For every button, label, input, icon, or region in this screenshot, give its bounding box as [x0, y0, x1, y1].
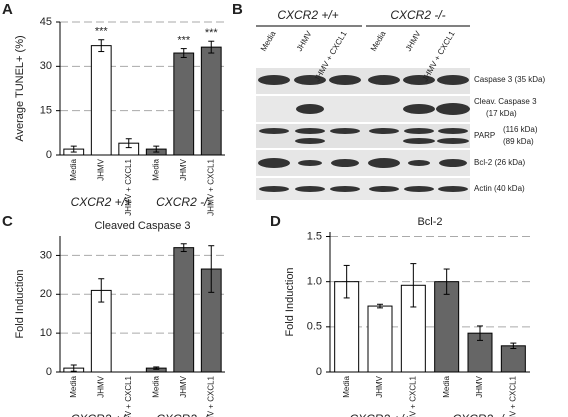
bar [90, 289, 112, 373]
x-tick-label: Media [151, 158, 160, 180]
bar [173, 52, 195, 156]
y-tick-label: 10 [40, 327, 52, 339]
x-tick-label: JHMV + CXCL1 [124, 375, 133, 417]
x-tick-label: JHMV [179, 158, 188, 180]
error-bar [98, 278, 105, 303]
panel-letter: D [270, 213, 281, 230]
band-label: (17 kDa) [486, 109, 517, 118]
blot-row [256, 124, 470, 148]
error-bar [208, 40, 215, 54]
blot: B CXCR2 +/+ CXCR2 -/- Caspase 3 (35 kDa)… [232, 1, 545, 200]
error-bar [180, 243, 187, 253]
y-tick-label: 0 [46, 149, 52, 161]
x-tick-label: JHMV + CXCL1 [206, 158, 215, 215]
y-tick-label: 20 [40, 288, 52, 300]
x-tick-label: JHMV [96, 375, 105, 397]
band-label: Bcl-2 (26 kDa) [474, 158, 525, 167]
y-tick-label: 0 [46, 366, 52, 378]
y-tick-label: 0.5 [307, 321, 322, 333]
blot-row [256, 178, 470, 200]
lane-label: Media [259, 29, 278, 53]
y-tick-label: 1.0 [307, 276, 322, 288]
x-tick-label: Media [69, 375, 78, 397]
x-tick-label: JHMV [179, 375, 188, 397]
band-label: Cleav. Caspase 3 [474, 97, 537, 106]
y-axis-label: Fold Induction [14, 269, 26, 338]
y-tick-label: 30 [40, 60, 52, 72]
y-tick-label: 1.5 [307, 230, 322, 242]
lane-label: Media [369, 29, 388, 53]
x-tick-label: JHMV [96, 158, 105, 180]
x-tick-label: JHMV + CXCL1 [508, 375, 517, 417]
x-tick-label: Media [69, 158, 78, 180]
group-label: CXCR2 +/+ [71, 195, 132, 209]
bar [367, 305, 393, 373]
bar [90, 45, 112, 156]
bar [173, 247, 195, 373]
band-label: Caspase 3 (35 kDa) [474, 75, 545, 84]
group-label: CXCR2 -/- [452, 412, 507, 417]
group-label: CXCR2 -/- [390, 8, 445, 22]
error-bar [125, 138, 132, 149]
error-bar [510, 342, 517, 350]
y-axis-label: Fold Induction [284, 267, 296, 336]
lane-label: JHMV [404, 29, 423, 53]
x-tick-label: JHMV + CXCL1 [206, 375, 215, 417]
x-tick-label: Media [151, 375, 160, 397]
error-bar [180, 48, 187, 58]
annotation: *** [205, 27, 219, 39]
error-bar [153, 145, 160, 153]
y-axis-label: Average TUNEL+ (%) [14, 35, 26, 141]
x-tick-label: Media [442, 375, 451, 397]
x-tick-label: Media [342, 375, 351, 397]
x-tick-label: JHMV [375, 375, 384, 397]
blot-row [256, 150, 470, 176]
x-tick-label: JHMV + CXCL1 [124, 158, 133, 215]
band-label: Actin (40 kDa) [474, 184, 525, 193]
bar [434, 281, 460, 373]
bar [500, 345, 526, 373]
error-bar [208, 245, 215, 293]
lane-label: JHMV [295, 29, 314, 53]
y-tick-label: 0 [316, 366, 322, 378]
chart-title: Bcl-2 [417, 216, 442, 228]
error-bar [377, 303, 383, 309]
group-label: CXCR2 -/- [156, 195, 211, 209]
y-tick-label: 45 [40, 16, 52, 28]
error-bar [98, 39, 105, 53]
chart-title: Cleaved Caspase 3 [94, 220, 190, 232]
group-label: CXCR2 +/+ [277, 8, 338, 22]
error-bar [153, 366, 160, 370]
y-tick-label: 30 [40, 249, 52, 261]
band-label: (116 kDa) [503, 125, 538, 134]
x-tick-label: JHMV + CXCL1 [408, 375, 417, 417]
error-bar [70, 145, 77, 153]
bar [200, 46, 222, 156]
band-label: (89 kDa) [503, 137, 534, 146]
annotation: *** [177, 35, 191, 47]
band-label: PARP [474, 131, 495, 140]
error-bar [70, 364, 77, 372]
group-label: CXCR2 -/- [156, 412, 211, 417]
error-bar [410, 263, 417, 308]
error-bar [443, 268, 450, 295]
panel-letter: A [2, 1, 13, 18]
y-tick-label: 15 [40, 105, 52, 117]
bands [258, 75, 470, 192]
x-tick-label: JHMV [475, 375, 484, 397]
group-label: CXCR2 +/+ [349, 412, 410, 417]
group-label: CXCR2 +/+ [71, 412, 132, 417]
error-bar [477, 325, 483, 341]
panel-letter: B [232, 1, 243, 18]
annotation: *** [95, 26, 109, 38]
panel-letter: C [2, 213, 13, 230]
error-bar [343, 264, 350, 299]
